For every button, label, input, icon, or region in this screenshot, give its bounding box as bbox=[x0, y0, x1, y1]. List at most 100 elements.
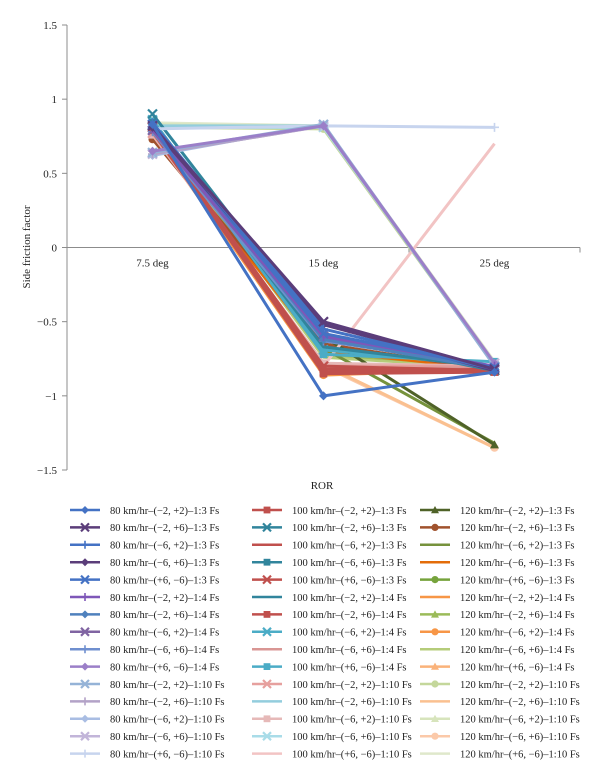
legend-label: 80 km/hr–(−6, +6)–1:4 Fs bbox=[110, 645, 219, 656]
legend-entry: 120 km/hr–(−6, +6)–1:4 Fs bbox=[420, 645, 575, 656]
legend-marker bbox=[431, 714, 439, 722]
legend-marker bbox=[81, 540, 89, 549]
legend-entry: 100 km/hr–(+6, −6)–1:4 Fs bbox=[252, 662, 407, 673]
legend-label: 120 km/hr–(−6, +2)–1:3 Fs bbox=[460, 541, 575, 552]
legend-marker bbox=[81, 662, 89, 671]
y-tick-label: 0 bbox=[52, 243, 58, 255]
legend-entry: 120 km/hr–(−6, +6)–1:3 Fs bbox=[420, 558, 575, 569]
legend-label: 80 km/hr–(−6, +2)–1:3 Fs bbox=[110, 541, 219, 552]
legend-entry: 120 km/hr–(−6, +2)–1:3 Fs bbox=[420, 541, 575, 552]
legend-marker bbox=[263, 663, 271, 670]
series-44 bbox=[148, 124, 499, 452]
legend-label: 120 km/hr–(−6, +2)–1:10 Fs bbox=[460, 715, 580, 726]
legend-label: 80 km/hr–(+6, −6)–1:10 Fs bbox=[110, 749, 225, 760]
legend-entry: 100 km/hr–(−6, +6)–1:10 Fs bbox=[252, 731, 412, 743]
legend-entry: 120 km/hr–(−6, +2)–1:4 Fs bbox=[420, 628, 575, 639]
legend-marker bbox=[81, 610, 89, 619]
legend-marker bbox=[81, 749, 89, 758]
legend-marker bbox=[80, 731, 90, 741]
legend-marker bbox=[80, 627, 90, 637]
legend-label: 120 km/hr–(−6, +6)–1:10 Fs bbox=[460, 732, 580, 743]
legend-marker bbox=[431, 576, 439, 584]
legend-entry: 80 km/hr–(−2, +2)–1:10 Fs bbox=[70, 679, 225, 691]
legend-label: 80 km/hr–(−6, +2)–1:4 Fs bbox=[110, 628, 219, 639]
legend-entry: 120 km/hr–(−2, +2)–1:4 Fs bbox=[420, 593, 575, 604]
data-point bbox=[318, 316, 329, 327]
legend-marker bbox=[431, 610, 439, 618]
legend-marker bbox=[80, 574, 90, 585]
legend-label: 120 km/hr–(−2, +6)–1:4 Fs bbox=[460, 610, 575, 621]
legend-entry: 100 km/hr–(−2, +2)–1:3 Fs bbox=[252, 506, 407, 517]
legend-marker bbox=[263, 506, 271, 514]
legend-label: 80 km/hr–(+6, −6)–1:3 Fs bbox=[110, 575, 219, 586]
legend-entry: 100 km/hr–(−6, +6)–1:4 Fs bbox=[252, 645, 407, 656]
legend-entry: 80 km/hr–(−6, +6)–1:10 Fs bbox=[70, 731, 225, 743]
legend-marker bbox=[80, 522, 90, 533]
legend-label: 100 km/hr–(+6, −6)–1:4 Fs bbox=[292, 662, 407, 673]
legend-marker bbox=[431, 732, 439, 740]
data-point bbox=[319, 324, 328, 334]
y-tick-label: −1 bbox=[45, 391, 57, 403]
data-point bbox=[148, 146, 157, 156]
legend-label: 100 km/hr–(−6, +2)–1:4 Fs bbox=[292, 628, 407, 639]
legend-label: 80 km/hr–(−2, +2)–1:10 Fs bbox=[110, 680, 225, 691]
y-tick-label: 0.5 bbox=[43, 168, 57, 180]
legend-marker bbox=[262, 731, 272, 741]
legend-label: 100 km/hr–(−6, +6)–1:4 Fs bbox=[292, 645, 407, 656]
legend-entry: 100 km/hr–(−6, +2)–1:3 Fs bbox=[252, 541, 407, 552]
y-tick-label: 1 bbox=[52, 94, 58, 106]
legend-marker bbox=[263, 558, 271, 566]
legend-label: 80 km/hr–(−2, +6)–1:4 Fs bbox=[110, 610, 219, 621]
x-tick-label: 25 deg bbox=[480, 258, 510, 270]
legend-marker bbox=[431, 680, 439, 688]
legend-entry: 120 km/hr–(−6, +2)–1:10 Fs bbox=[420, 715, 580, 726]
x-tick-label: 7.5 deg bbox=[136, 258, 169, 270]
y-tick-label: 1.5 bbox=[43, 20, 57, 32]
legend-entry: 80 km/hr–(−6, +2)–1:4 Fs bbox=[70, 627, 219, 639]
legend-marker bbox=[262, 627, 272, 637]
data-point bbox=[490, 122, 499, 132]
legend-label: 120 km/hr–(−2, +2)–1:3 Fs bbox=[460, 506, 575, 517]
legend-entry: 80 km/hr–(−6, +6)–1:3 Fs bbox=[70, 558, 219, 569]
series-1 bbox=[148, 119, 499, 401]
legend-marker bbox=[262, 574, 272, 585]
legend-marker bbox=[431, 628, 439, 636]
legend-entry: 80 km/hr–(+6, −6)–1:3 Fs bbox=[70, 574, 219, 586]
x-axis-title: ROR bbox=[311, 480, 334, 492]
data-point bbox=[319, 359, 328, 368]
data-point bbox=[148, 119, 157, 129]
legend-entry: 100 km/hr–(+6, −6)–1:10 Fs bbox=[252, 749, 412, 760]
legend-entry: 120 km/hr–(−2, +2)–1:10 Fs bbox=[420, 680, 580, 691]
legend-entry: 80 km/hr–(+6, −6)–1:4 Fs bbox=[70, 662, 219, 673]
legend-entry: 120 km/hr–(−2, +6)–1:10 Fs bbox=[420, 697, 580, 708]
legend-label: 120 km/hr–(−2, +6)–1:3 Fs bbox=[460, 523, 575, 534]
legend-marker bbox=[431, 523, 439, 532]
legend-label: 120 km/hr–(−2, +2)–1:10 Fs bbox=[460, 680, 580, 691]
legend-entry: 100 km/hr–(−2, +2)–1:4 Fs bbox=[252, 593, 407, 604]
legend-entry: 100 km/hr–(−2, +6)–1:4 Fs bbox=[252, 610, 407, 621]
legend-entry: 100 km/hr–(−2, +6)–1:10 Fs bbox=[252, 697, 412, 708]
legend-marker bbox=[81, 558, 89, 567]
legend-entry: 100 km/hr–(+6, −6)–1:3 Fs bbox=[252, 574, 407, 586]
legend-label: 120 km/hr–(−6, +2)–1:4 Fs bbox=[460, 628, 575, 639]
legend-entry: 100 km/hr–(−2, +6)–1:3 Fs bbox=[252, 522, 407, 534]
legend-marker bbox=[81, 645, 89, 654]
axes: 1.5 1 0.5 0 −0.5 −1 −1.5 7.5 deg 15 deg 25 deg bbox=[37, 20, 581, 477]
legend-marker bbox=[431, 662, 439, 670]
legend-entry: 120 km/hr–(+6, −6)–1:4 Fs bbox=[420, 662, 575, 673]
legend-entry: 80 km/hr–(−6, +6)–1:4 Fs bbox=[70, 645, 219, 656]
legend-label: 100 km/hr–(−2, +6)–1:10 Fs bbox=[292, 697, 412, 708]
legend-label: 80 km/hr–(−2, +2)–1:3 Fs bbox=[110, 506, 219, 517]
y-tick-label: −1.5 bbox=[37, 465, 57, 477]
legend-marker bbox=[263, 715, 271, 723]
legend-entry: 80 km/hr–(+6, −6)–1:10 Fs bbox=[70, 749, 225, 760]
legend: 80 km/hr–(−2, +2)–1:3 Fs 80 km/hr–(−2, +6… bbox=[70, 506, 580, 760]
legend-entry: 100 km/hr–(−6, +2)–1:10 Fs bbox=[252, 715, 412, 726]
legend-label: 120 km/hr–(−2, +2)–1:4 Fs bbox=[460, 593, 575, 604]
legend-marker bbox=[262, 522, 272, 533]
data-point bbox=[490, 367, 499, 377]
legend-marker bbox=[81, 714, 89, 723]
legend-entry: 120 km/hr–(+6, −6)–1:10 Fs bbox=[420, 749, 580, 760]
legend-label: 120 km/hr–(+6, −6)–1:3 Fs bbox=[460, 575, 575, 586]
